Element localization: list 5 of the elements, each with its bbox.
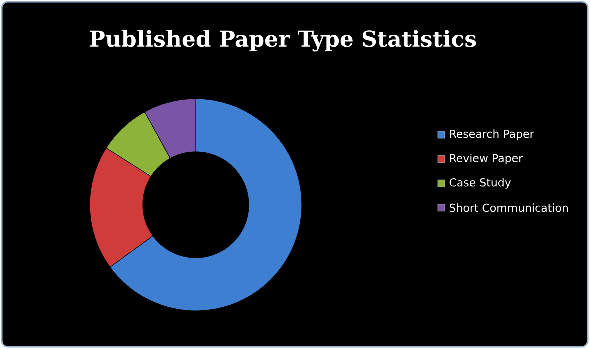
chart-title: Published Paper Type Statistics [90, 30, 476, 52]
legend-label: Short Communication [450, 204, 568, 212]
legend-label: Research Paper [450, 130, 534, 140]
legend-label: Case Study [450, 178, 512, 189]
legend-label: Review Paper [450, 154, 524, 165]
